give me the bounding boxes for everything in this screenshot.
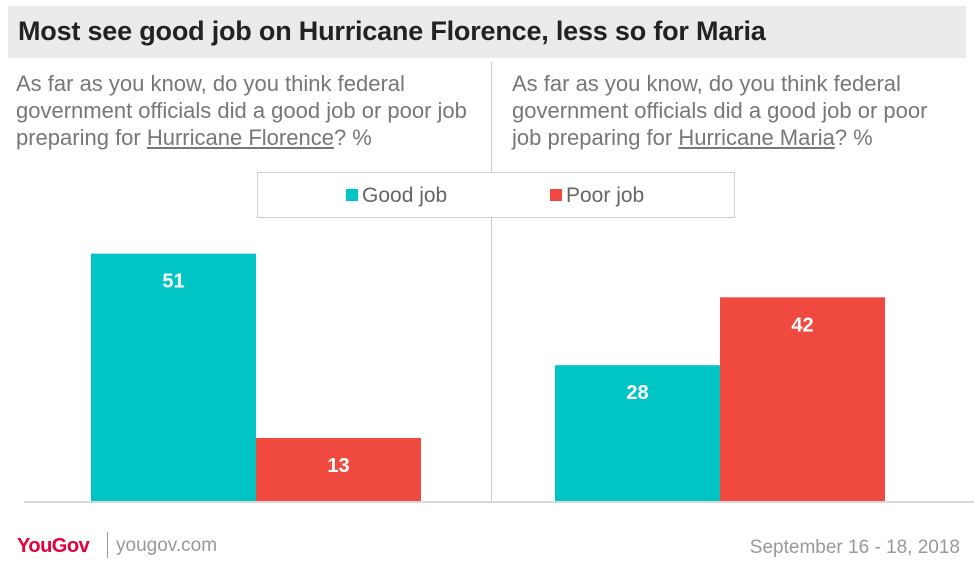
legend-label-poor: Poor job — [566, 184, 645, 207]
chart-baseline — [24, 501, 974, 503]
question-florence-highlight: Hurricane Florence — [146, 125, 334, 150]
bar-florence-good — [91, 253, 256, 501]
bar-maria-poor — [720, 297, 885, 501]
question-maria-suffix: ? % — [834, 125, 873, 150]
title-bar: Most see good job on Hurricane Florence,… — [8, 6, 966, 58]
question-florence: As far as you know, do you think federal… — [16, 70, 476, 151]
legend-item-good: Good job — [346, 184, 447, 208]
question-florence-prefix: As far as you know, do you think federal… — [16, 71, 467, 150]
data-label-florence-poor: 13 — [327, 455, 349, 477]
footer-separator — [107, 532, 108, 558]
panel-divider — [491, 62, 492, 502]
legend-label-good: Good job — [362, 184, 448, 207]
yougov-logo: YouGov — [17, 535, 90, 557]
footer-date: September 16 - 18, 2018 — [749, 537, 960, 558]
bar-maria-good — [555, 365, 720, 501]
question-maria: As far as you know, do you think federal… — [512, 70, 962, 151]
chart-title: Most see good job on Hurricane Florence,… — [18, 16, 766, 46]
footer-site: yougov.com — [116, 535, 218, 556]
bar-florence-poor — [256, 437, 421, 501]
legend-swatch-poor — [550, 189, 562, 201]
question-maria-prefix: As far as you know, do you think federal… — [512, 71, 928, 150]
data-label-florence-good: 51 — [162, 271, 184, 293]
data-label-maria-good: 28 — [626, 382, 648, 404]
data-label-maria-poor: 42 — [791, 314, 813, 336]
legend: Good job Poor job — [257, 172, 735, 218]
legend-swatch-good — [346, 189, 358, 201]
legend-item-poor: Poor job — [550, 184, 644, 208]
question-maria-highlight: Hurricane Maria — [678, 125, 835, 150]
question-florence-suffix: ? % — [333, 125, 372, 150]
